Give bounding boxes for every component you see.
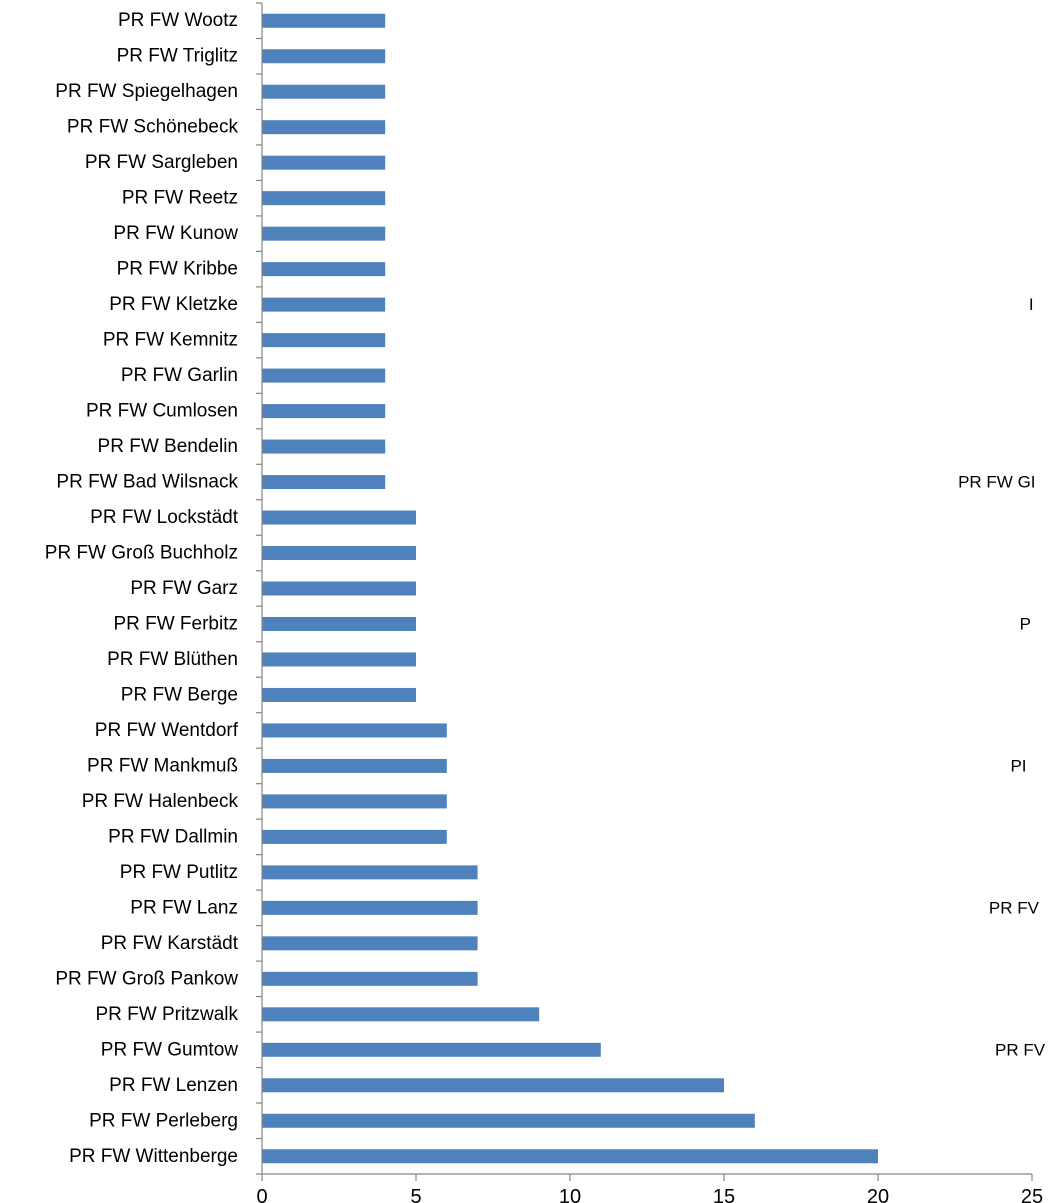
category-label: PR FW Karstädt [101, 933, 239, 954]
category-label: PR FW Kemnitz [103, 330, 238, 351]
edge-label: PI [1010, 756, 1026, 775]
bar-23 [262, 829, 447, 844]
bar-19 [262, 687, 416, 702]
x-tick-label: 10 [559, 1186, 581, 1203]
labels-group: PR FW Wootz PR FW Triglitz PR FW Spiegelha… [45, 10, 1046, 1203]
bar-21 [262, 758, 447, 773]
bar-17 [262, 616, 416, 631]
bar-11 [262, 404, 386, 419]
category-label: PR FW Reetz [122, 188, 238, 209]
x-tick-label: 15 [713, 1186, 735, 1203]
category-label: PR FW Garz [130, 578, 238, 599]
bar-25 [262, 900, 478, 915]
category-label: PR FW Spiegelhagen [55, 81, 238, 102]
bar-14 [262, 510, 416, 525]
category-label: PR FW Mankmuß [87, 755, 238, 776]
bar-30 [262, 1078, 724, 1093]
bar-13 [262, 475, 386, 490]
bar-5 [262, 191, 386, 206]
bar-12 [262, 439, 386, 454]
category-label: PR FW Halenbeck [82, 791, 239, 812]
x-tick-label: 25 [1021, 1186, 1043, 1203]
bar-28 [262, 1007, 540, 1022]
category-label: PR FW Kunow [113, 223, 238, 244]
bar-4 [262, 155, 386, 170]
edge-label: PR FV [989, 898, 1040, 917]
bar-24 [262, 865, 478, 880]
x-tick-label: 5 [410, 1186, 421, 1203]
bar-26 [262, 936, 478, 951]
category-label: PR FW Gumtow [101, 1039, 239, 1060]
bar-0 [262, 13, 386, 28]
bar-29 [262, 1042, 601, 1057]
edge-label: I [1029, 295, 1034, 314]
category-label: PR FW Bendelin [98, 436, 238, 457]
category-label: PR FW Putlitz [120, 862, 238, 883]
category-label: PR FW Wootz [118, 10, 238, 31]
category-label: PR FW Groß Pankow [55, 968, 238, 989]
category-label: PR FW Lockstädt [90, 507, 239, 528]
bars-group [262, 13, 878, 1164]
bar-2 [262, 84, 386, 99]
edge-label: PR FW GI [958, 473, 1035, 492]
category-label: PR FW Sargleben [85, 152, 238, 173]
bar-1 [262, 49, 386, 64]
bar-22 [262, 794, 447, 809]
edge-label: PR FV [995, 1040, 1046, 1059]
category-label: PR FW Triglitz [117, 46, 238, 67]
category-label: PR FW Garlin [121, 365, 238, 386]
bar-9 [262, 333, 386, 348]
bar-6 [262, 226, 386, 241]
category-label: PR FW Groß Buchholz [45, 543, 238, 564]
bar-18 [262, 652, 416, 667]
bar-8 [262, 297, 386, 312]
bar-10 [262, 368, 386, 383]
category-label: PR FW Pritzwalk [96, 1004, 239, 1025]
category-label: PR FW Dallmin [108, 826, 238, 847]
bar-15 [262, 546, 416, 561]
category-label: PR FW Bad Wilsnack [56, 472, 238, 493]
category-label: PR FW Wentdorf [95, 720, 239, 741]
category-label: PR FW Perleberg [89, 1110, 238, 1131]
category-label: PR FW Wittenberge [69, 1146, 238, 1167]
axes-group [256, 2, 1033, 1181]
bar-32 [262, 1149, 878, 1164]
category-label: PR FW Kribbe [117, 259, 238, 280]
category-label: PR FW Berge [121, 684, 238, 705]
category-label: PR FW Kletzke [109, 294, 238, 315]
bar-31 [262, 1113, 755, 1128]
bar-7 [262, 262, 386, 277]
x-tick-label: 20 [867, 1186, 889, 1203]
bar-16 [262, 581, 416, 596]
edge-label: P [1020, 614, 1031, 633]
category-label: PR FW Lanz [130, 897, 238, 918]
category-label: PR FW Cumlosen [86, 401, 238, 422]
bar-20 [262, 723, 447, 738]
category-label: PR FW Blüthen [107, 649, 238, 670]
category-label: PR FW Lenzen [109, 1075, 238, 1096]
x-tick-label: 0 [256, 1186, 267, 1203]
category-label: PR FW Ferbitz [113, 613, 238, 634]
bar-27 [262, 971, 478, 986]
bar-3 [262, 120, 386, 135]
category-label: PR FW Schönebeck [67, 117, 239, 138]
